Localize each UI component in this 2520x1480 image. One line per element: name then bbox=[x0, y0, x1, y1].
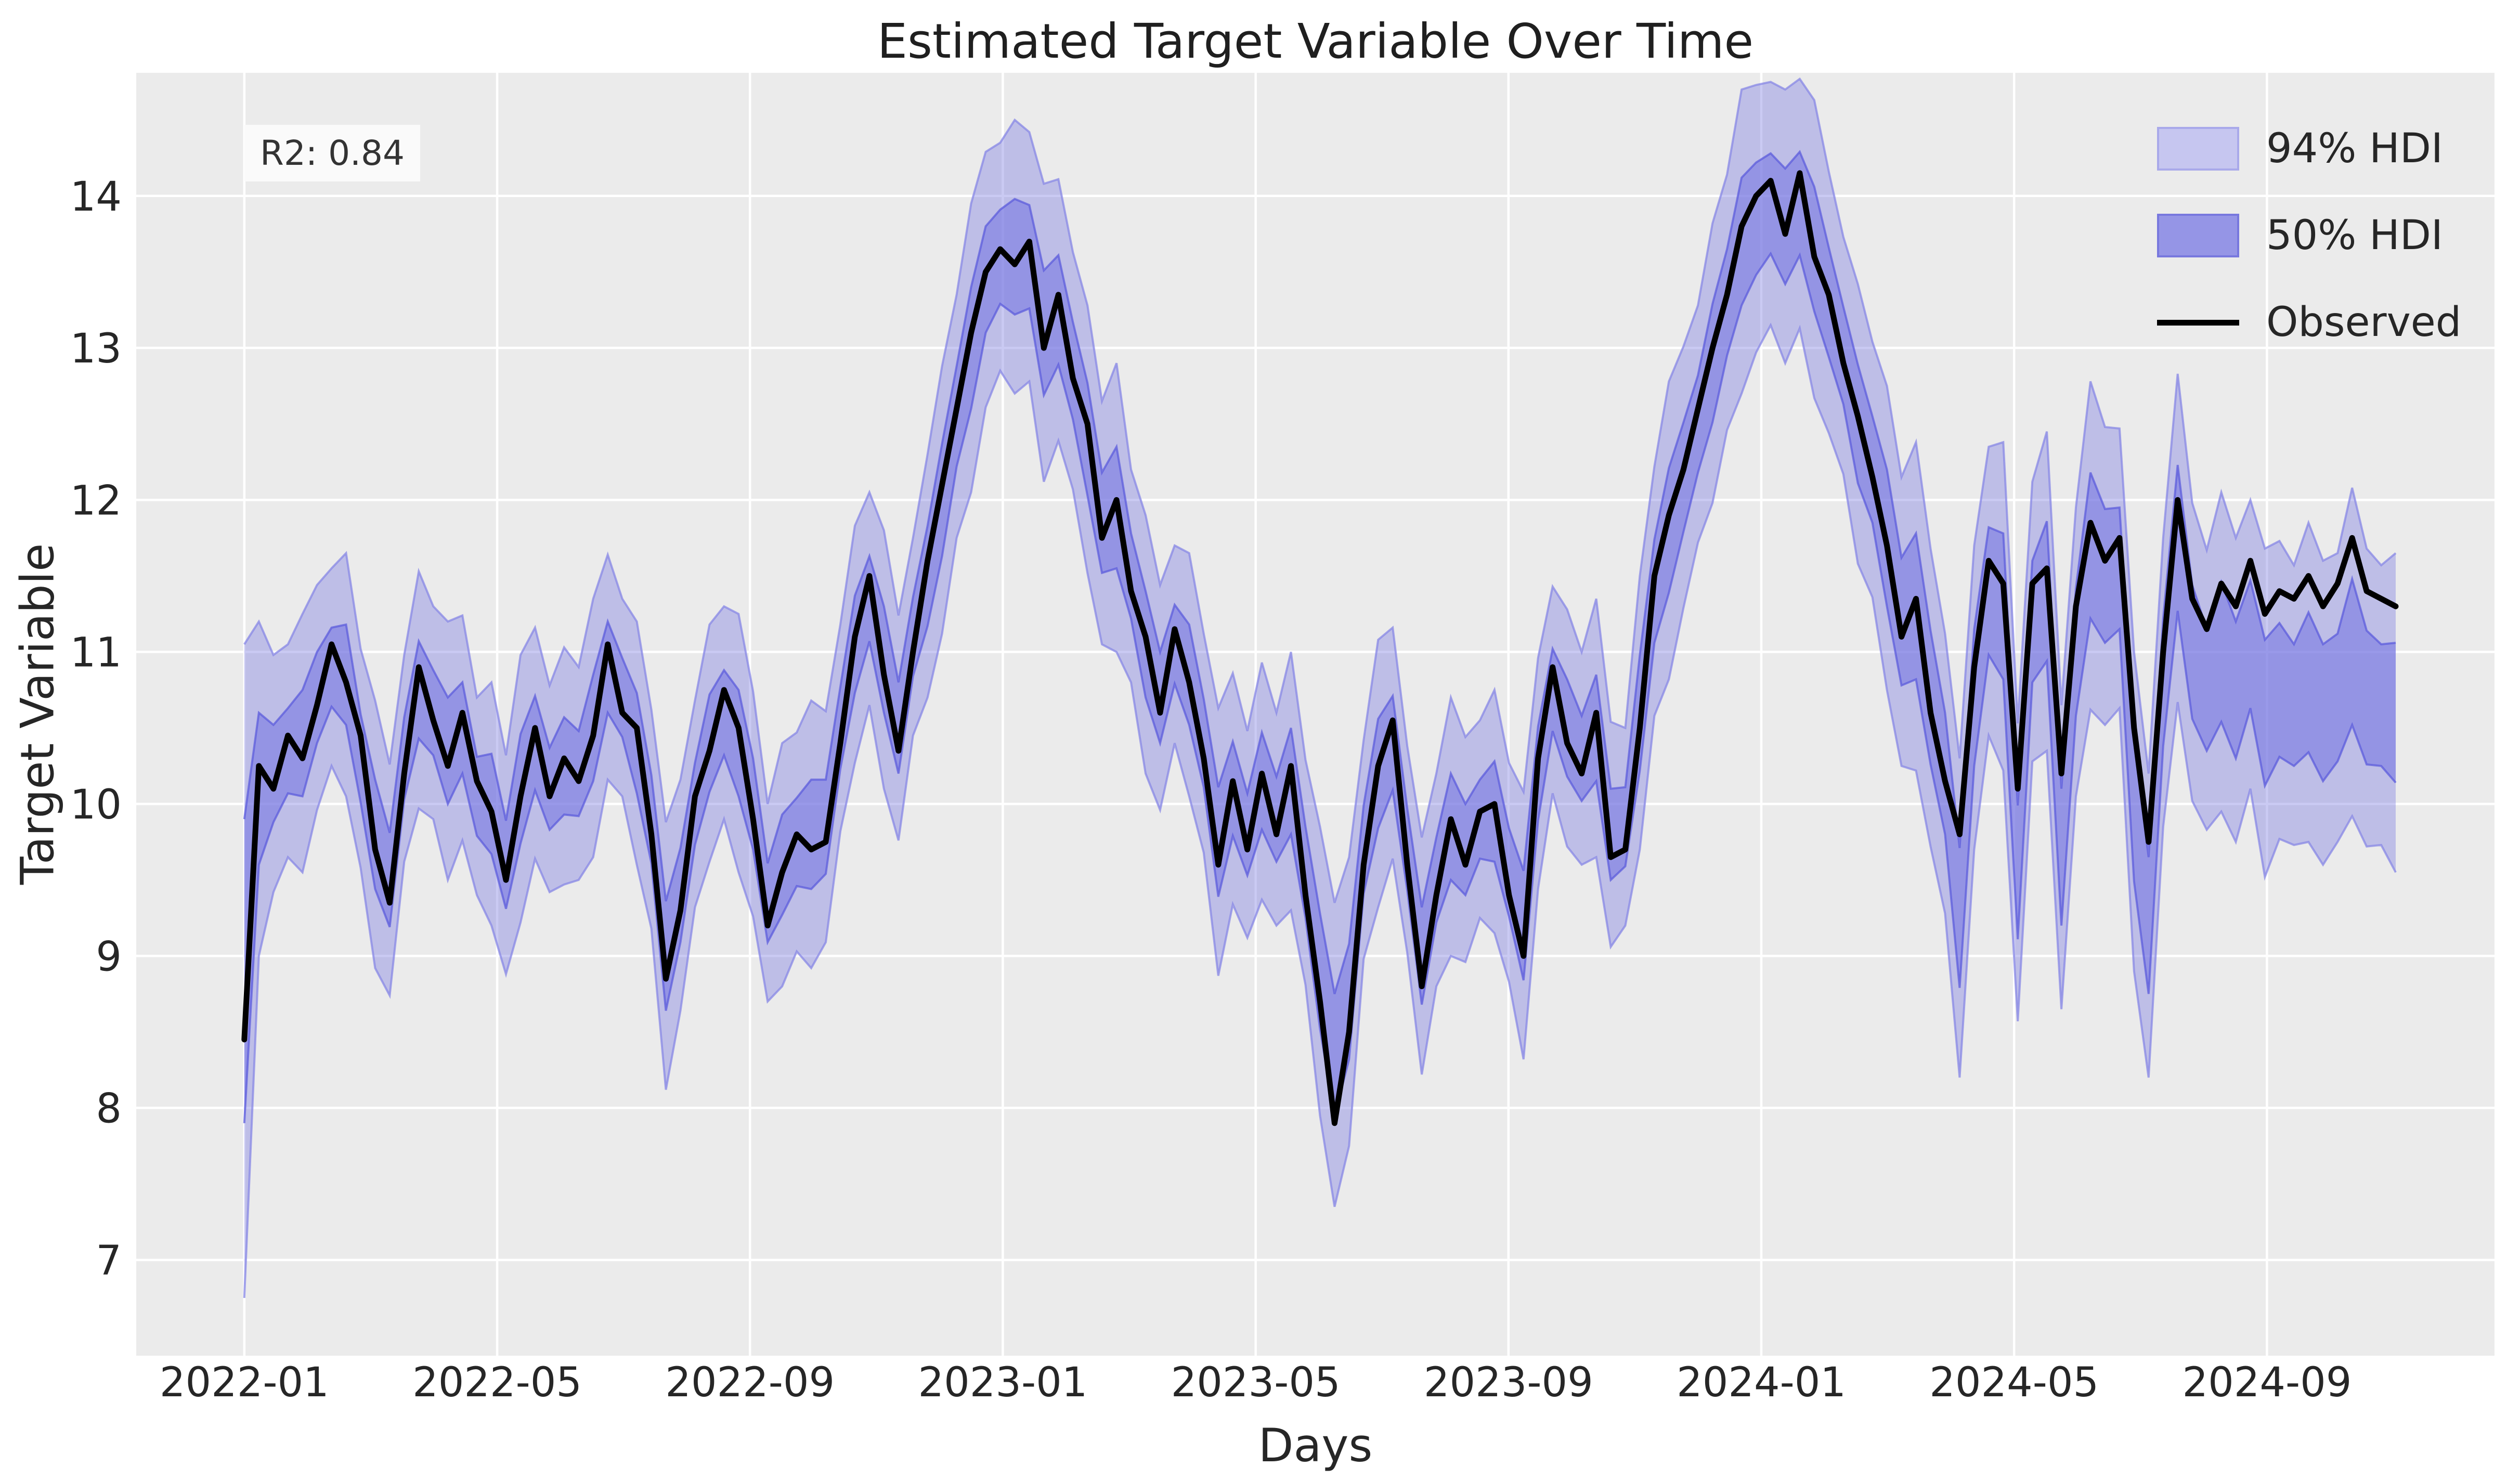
x-axis-label: Days bbox=[1258, 1419, 1373, 1472]
y-tick-label: 7 bbox=[96, 1238, 122, 1284]
legend-item-94-hdi: 94% HDI bbox=[2157, 124, 2461, 174]
hdi94-lower-edge bbox=[243, 322, 2397, 1298]
legend-label-94-hdi: 94% HDI bbox=[2266, 125, 2443, 172]
hdi94-swatch-icon bbox=[2157, 127, 2239, 171]
r2-annotation: R2: 0.84 bbox=[244, 125, 421, 181]
observed-line bbox=[241, 170, 2399, 1126]
hdi50-lower-edge bbox=[243, 251, 2397, 1123]
observed-line-swatch-icon bbox=[2157, 319, 2239, 326]
y-tick-label: 11 bbox=[70, 630, 122, 677]
x-tick-label: 2023-05 bbox=[1171, 1359, 1341, 1406]
y-tick-label: 8 bbox=[96, 1086, 122, 1133]
y-tick-label: 10 bbox=[70, 782, 122, 828]
x-tick-label: 2022-09 bbox=[665, 1359, 835, 1406]
y-axis-label: Target Variable bbox=[10, 543, 64, 885]
hdi50-upper-edge bbox=[243, 150, 2396, 994]
y-tick-label: 9 bbox=[96, 933, 122, 980]
x-tick-label: 2022-05 bbox=[412, 1359, 582, 1406]
x-tick-label: 2024-05 bbox=[1929, 1359, 2099, 1406]
hdi50-swatch-icon bbox=[2157, 214, 2239, 257]
legend-item-observed: Observed bbox=[2157, 297, 2461, 347]
chart-title: Estimated Target Variable Over Time bbox=[877, 14, 1754, 69]
y-tick-label: 14 bbox=[70, 174, 122, 220]
x-tick-label: 2024-01 bbox=[1677, 1359, 1846, 1406]
x-tick-label: 2022-01 bbox=[160, 1359, 329, 1406]
x-tick-label: 2023-01 bbox=[918, 1359, 1087, 1406]
hdi94-upper-edge bbox=[243, 77, 2397, 903]
y-tick-label: 12 bbox=[70, 477, 122, 524]
x-tick-label: 2024-09 bbox=[2182, 1359, 2352, 1406]
x-tick-label: 2023-09 bbox=[1424, 1359, 1593, 1406]
legend-item-50-hdi: 50% HDI bbox=[2157, 211, 2461, 261]
y-tick-label: 13 bbox=[70, 326, 122, 372]
legend-label-observed: Observed bbox=[2266, 299, 2462, 346]
legend-label-50-hdi: 50% HDI bbox=[2266, 212, 2443, 259]
legend: 94% HDI 50% HDI Observed bbox=[2157, 124, 2461, 347]
